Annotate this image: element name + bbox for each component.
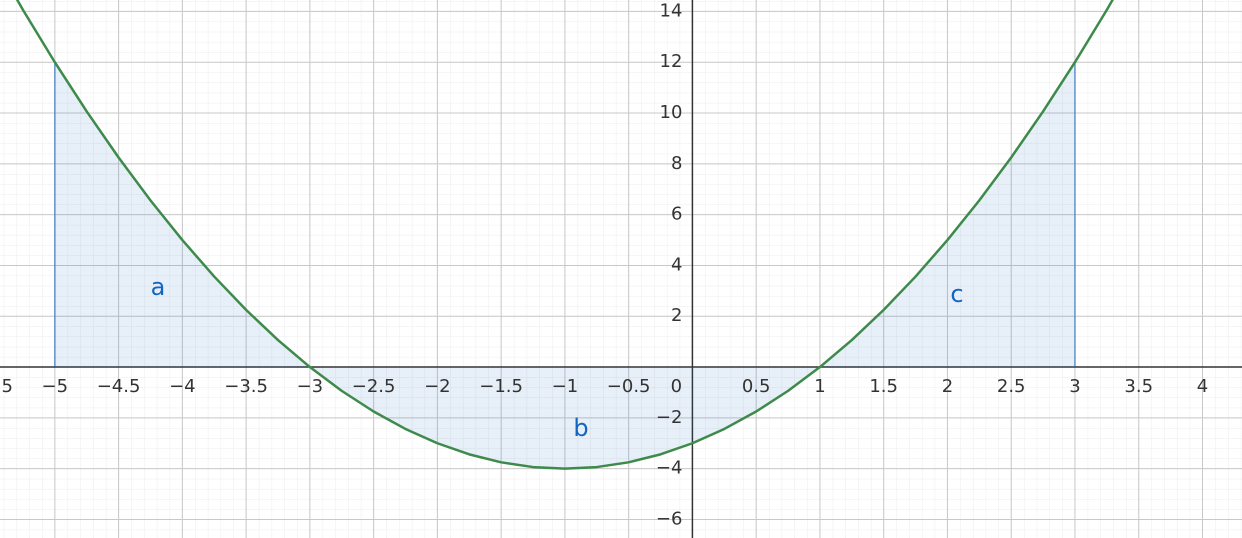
x-tick-label: 1.5 xyxy=(869,376,898,397)
x-tick-label: 3.5 xyxy=(1124,376,1153,397)
y-tick-label: 10 xyxy=(660,102,683,123)
x-tick-label: −4 xyxy=(169,376,196,397)
region-label: a xyxy=(151,273,166,301)
y-tick-label: 4 xyxy=(671,254,682,275)
x-tick-label: 0.5 xyxy=(742,376,771,397)
x-tick-label: −0.5 xyxy=(607,376,651,397)
x-tick-label: −1 xyxy=(552,376,579,397)
region-label: b xyxy=(573,414,588,442)
x-tick-label: −5.5 xyxy=(0,376,13,397)
x-tick-label: 3 xyxy=(1069,376,1080,397)
x-tick-label: −4.5 xyxy=(97,376,141,397)
x-tick-label: 2.5 xyxy=(997,376,1026,397)
plot xyxy=(15,0,1114,470)
y-tick-label: 2 xyxy=(671,305,682,326)
y-tick-label: 14 xyxy=(660,0,683,21)
x-tick-label: −2.5 xyxy=(352,376,396,397)
labels: −5.5 −5 −4.5 −4 −3.5 −3 −2.5 −2 −1.5 −1 −0.5 0 0.5 1 1… xyxy=(0,0,1208,529)
x-tick-label: 4 xyxy=(1197,376,1208,397)
x-tick-label: 2 xyxy=(942,376,953,397)
curve xyxy=(15,0,1114,470)
x-tick-label: −5 xyxy=(42,376,69,397)
y-tick-label: −4 xyxy=(656,458,683,479)
y-tick-label: 8 xyxy=(671,153,682,174)
y-tick-label: 6 xyxy=(671,204,682,225)
x-tick-label: −3.5 xyxy=(224,376,268,397)
x-tick-label: −2 xyxy=(424,376,451,397)
y-tick-label: 12 xyxy=(660,51,683,72)
region-label: c xyxy=(950,280,963,308)
y-tick-label: −6 xyxy=(656,508,683,529)
x-tick-label: −3 xyxy=(297,376,324,397)
x-tick-label: −1.5 xyxy=(479,376,523,397)
y-tick-label: −2 xyxy=(656,407,683,428)
x-tick-label: 1 xyxy=(814,376,825,397)
x-tick-label: 0 xyxy=(671,376,682,397)
